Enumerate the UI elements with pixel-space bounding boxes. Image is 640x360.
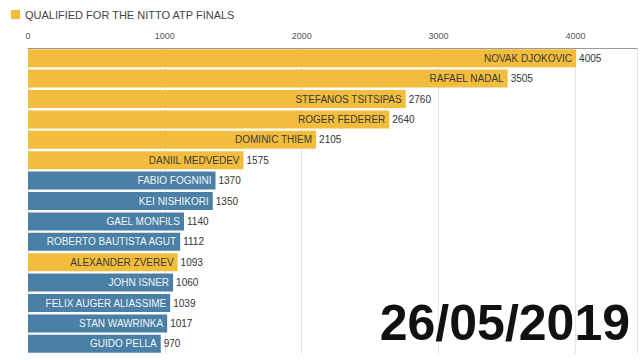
svg-text:DANIIL MEDVEDEV: DANIIL MEDVEDEV [149,155,240,166]
svg-text:1017: 1017 [170,318,193,329]
svg-text:2760: 2760 [409,94,432,105]
svg-text:ROGER FEDERER: ROGER FEDERER [298,114,385,125]
svg-text:JOHN ISNER: JOHN ISNER [109,277,170,288]
svg-text:RAFAEL NADAL: RAFAEL NADAL [430,73,505,84]
svg-text:FELIX AUGER ALIASSIME: FELIX AUGER ALIASSIME [46,298,167,309]
svg-text:2000: 2000 [292,31,312,41]
svg-text:970: 970 [164,338,181,349]
svg-text:1060: 1060 [176,277,199,288]
svg-text:4005: 4005 [579,53,602,64]
svg-text:STAN WAWRINKA: STAN WAWRINKA [79,318,163,329]
svg-text:1112: 1112 [183,236,204,247]
svg-text:1575: 1575 [247,155,270,166]
svg-text:2640: 2640 [392,114,415,125]
svg-text:1093: 1093 [181,257,204,268]
svg-text:KEI NISHIKORI: KEI NISHIKORI [139,196,209,207]
svg-text:ROBERTO BAUTISTA AGUT: ROBERTO BAUTISTA AGUT [47,236,176,247]
svg-text:2105: 2105 [319,134,342,145]
svg-text:ALEXANDER ZVEREV: ALEXANDER ZVEREV [70,257,174,268]
svg-text:FABIO FOGNINI: FABIO FOGNINI [138,175,212,186]
svg-text:STEFANOS TSITSIPAS: STEFANOS TSITSIPAS [295,94,402,105]
svg-text:GAEL MONFILS: GAEL MONFILS [106,216,180,227]
svg-text:1350: 1350 [216,196,239,207]
svg-text:1140: 1140 [187,216,209,227]
svg-text:3000: 3000 [429,31,449,41]
svg-text:0: 0 [25,31,30,41]
svg-text:NOVAK DJOKOVIC: NOVAK DJOKOVIC [484,53,572,64]
svg-text:26/05/2019: 26/05/2019 [380,295,630,351]
svg-text:GUIDO PELLA: GUIDO PELLA [90,338,157,349]
svg-text:1370: 1370 [218,175,241,186]
svg-text:1000: 1000 [155,31,175,41]
svg-text:1039: 1039 [173,298,196,309]
svg-text:4000: 4000 [565,31,585,41]
svg-text:DOMINIC THIEM: DOMINIC THIEM [235,134,312,145]
svg-text:3505: 3505 [511,73,534,84]
svg-text:QUALIFIED FOR THE NITTO ATP FI: QUALIFIED FOR THE NITTO ATP FINALS [25,9,234,21]
